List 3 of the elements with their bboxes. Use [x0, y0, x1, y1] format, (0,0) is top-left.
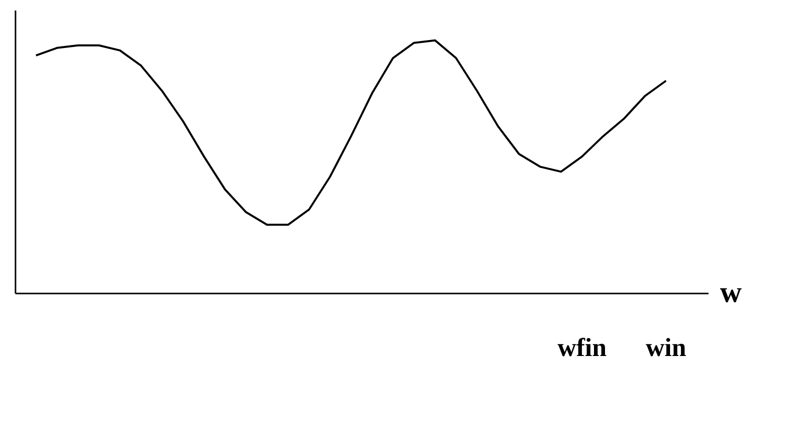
- text: wfin: [557, 333, 608, 362]
- x-axis-title: w: [720, 276, 742, 309]
- text: win: [646, 333, 687, 362]
